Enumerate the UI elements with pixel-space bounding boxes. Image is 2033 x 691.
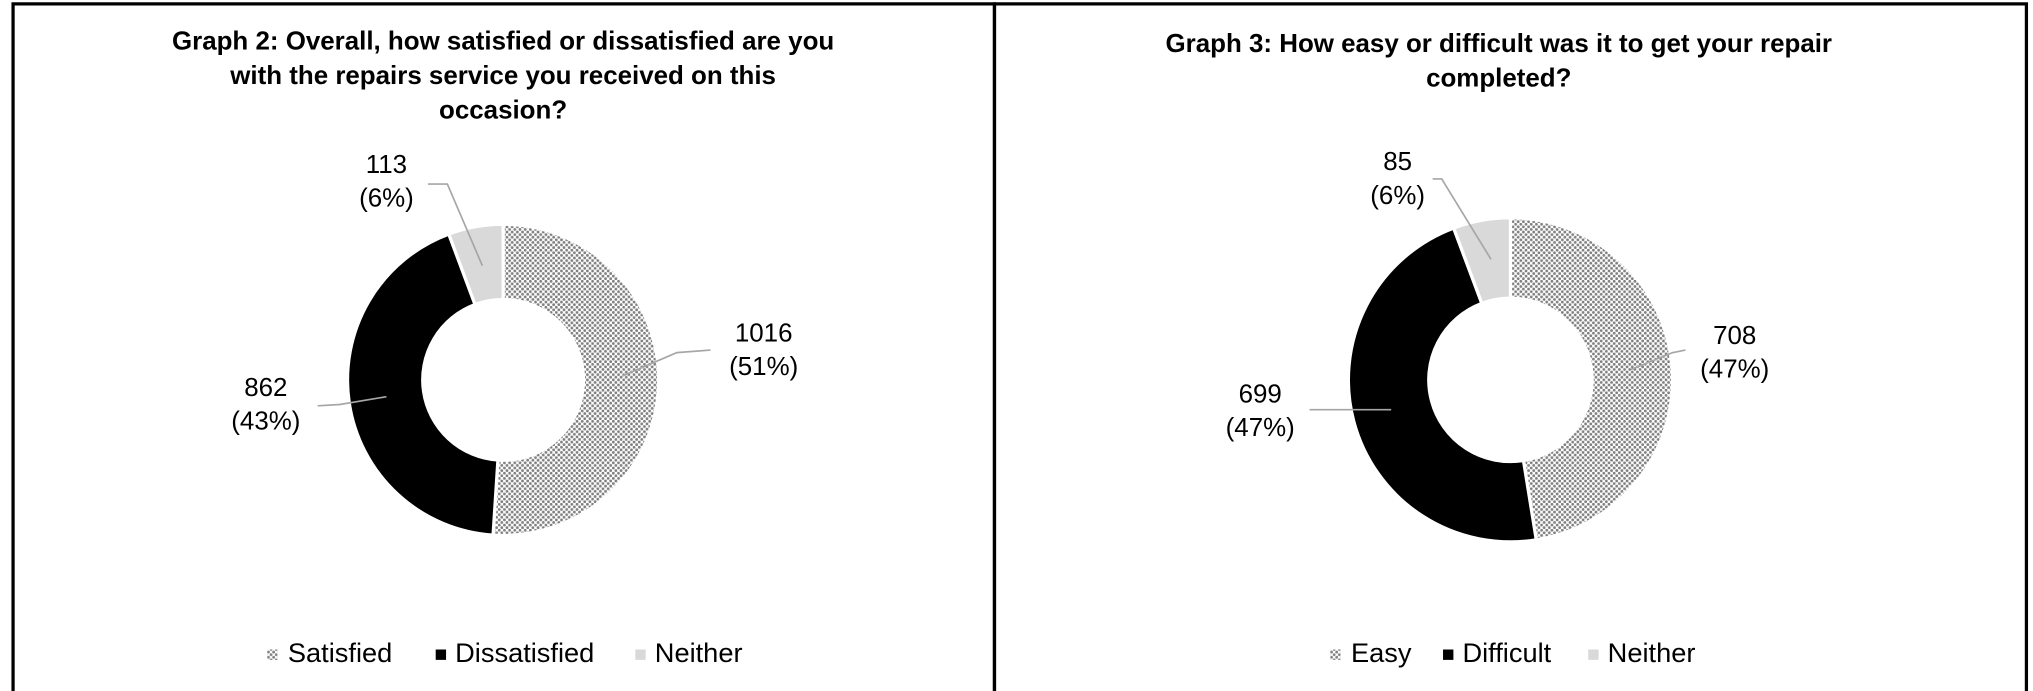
legend-marker	[435, 649, 447, 660]
donut-slice	[1508, 216, 1675, 542]
legend-marker	[267, 649, 278, 660]
legend-label: Dissatisfied	[455, 637, 594, 668]
donut-slice	[446, 222, 505, 307]
percent-label: (43%)	[231, 407, 300, 435]
chart-title: completed?	[1426, 65, 1571, 93]
data-label: 85	[1383, 148, 1412, 176]
percent-label: (6%)	[359, 184, 414, 212]
leader-line	[1630, 349, 1686, 371]
percent-label: (6%)	[1370, 182, 1425, 210]
leader-line	[1432, 178, 1492, 260]
legend-label: Difficult	[1462, 637, 1551, 668]
leader-line	[427, 183, 484, 267]
data-label: 708	[1713, 322, 1756, 350]
data-label: 699	[1239, 380, 1282, 408]
legend-label: Satisfied	[288, 637, 392, 668]
legend-marker	[1330, 649, 1341, 660]
legend-marker	[635, 649, 646, 660]
legend-marker	[1443, 649, 1454, 660]
chart-title: with the repairs service you received on…	[229, 62, 776, 90]
legend-label: Easy	[1351, 637, 1412, 668]
donut-slice	[491, 222, 661, 538]
legend-marker	[1588, 649, 1599, 660]
donut-slice	[345, 231, 500, 537]
data-label: 1016	[735, 319, 793, 347]
percent-label: (47%)	[1226, 414, 1295, 442]
leader-line	[622, 349, 711, 377]
percent-label: (47%)	[1700, 356, 1769, 384]
legend-label: Neither	[1608, 637, 1696, 668]
leader-line	[317, 395, 387, 407]
legend-label: Neither	[655, 637, 743, 668]
data-label: 862	[244, 374, 287, 402]
chart-title: occasion?	[439, 96, 567, 124]
chart-title: Graph 3: How easy or difficult was it to…	[1166, 30, 1833, 58]
donut-slice	[1346, 225, 1539, 544]
data-label: 113	[366, 151, 407, 179]
panel-border	[992, 2, 2029, 691]
chart-title: Graph 2: Overall, how satisfied or dissa…	[172, 28, 834, 56]
percent-label: (51%)	[729, 353, 798, 381]
